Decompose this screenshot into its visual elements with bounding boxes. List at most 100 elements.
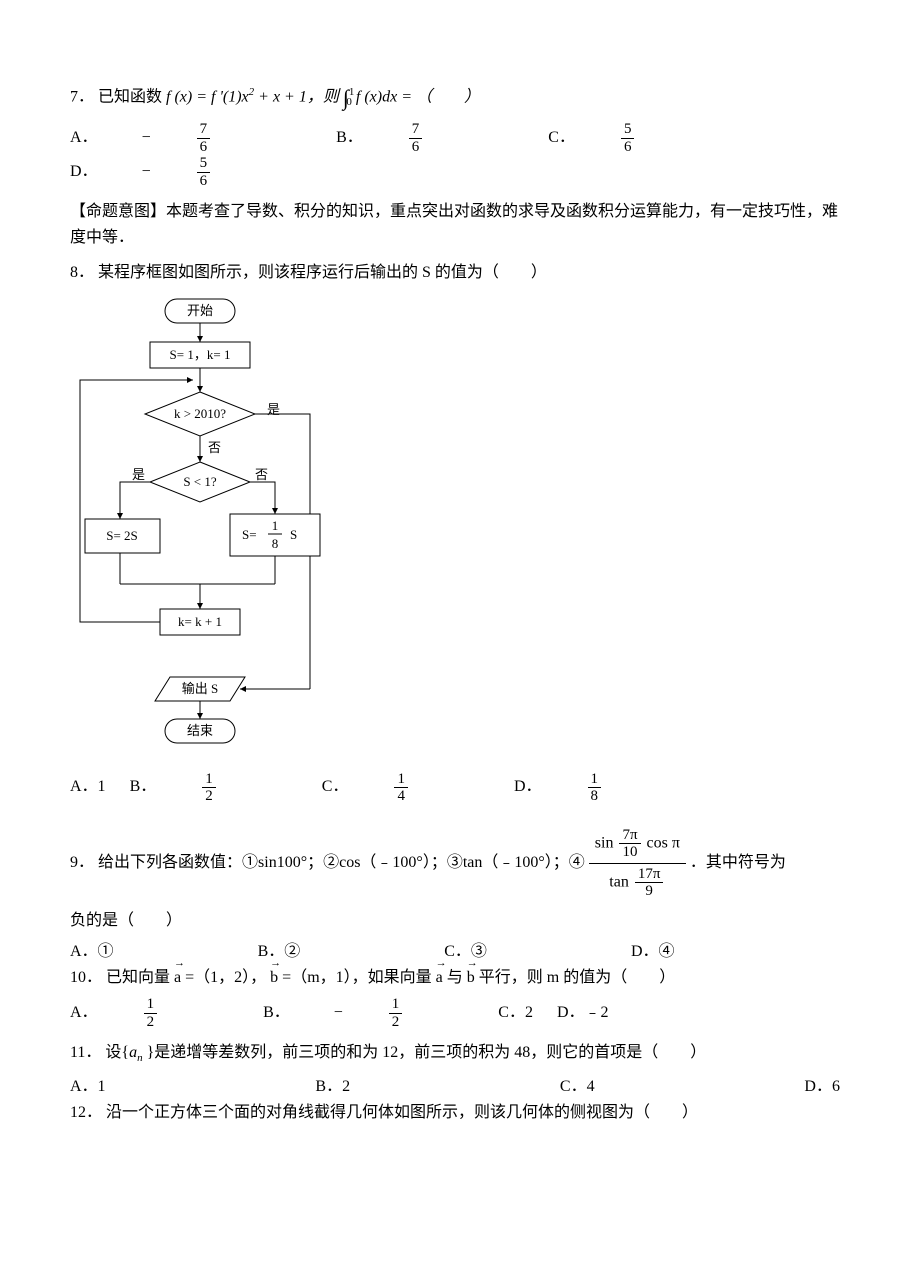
frac-den: 2 — [202, 788, 216, 805]
q7-a-lead: A． — [70, 125, 98, 151]
q7-int-lb: 0 — [346, 96, 352, 108]
q10-stem-e: 平行，则 m 的值为（ ） — [479, 969, 675, 986]
q8-b-frac: 12 — [200, 771, 258, 805]
q7-note: 【命题意图】本题考查了导数、积分的知识，重点突出对函数的求导及函数积分运算能力，… — [70, 199, 850, 250]
flowchart-svg: 开始 S= 1，k= 1 k > 2010? 是 否 S < 1? 是 否 S=… — [70, 294, 330, 754]
q7-number: 7． — [70, 88, 94, 105]
q9-comp-den: tan 17π9 — [589, 864, 686, 902]
vector-b2-icon: b — [467, 965, 475, 991]
q8-opt-d: D． 18 — [514, 771, 683, 805]
flow-cond2: S < 1? — [183, 474, 217, 489]
flow-right-tail: S — [290, 527, 297, 542]
q9-compound-frac: sin 7π10 cos π tan 17π9 — [589, 825, 686, 902]
flow-yes1: 是 — [267, 402, 280, 417]
frac-den: 6 — [197, 173, 211, 190]
q10-opt-c: C．2 — [498, 1000, 533, 1026]
q10-stem-a: 已知向量 — [106, 969, 170, 986]
flow-no1: 否 — [208, 440, 221, 455]
flow-yes2: 是 — [132, 467, 145, 482]
q7-fx: f (x) = f '(1)x — [166, 88, 249, 105]
question-8: 8． 某程序框图如图所示，则该程序运行后输出的 S 的值为（ ） — [70, 260, 850, 286]
q8-opt-a: A．1 — [70, 774, 106, 800]
q11-opt-b: B．2 — [315, 1074, 350, 1100]
q10-options: A． 12 B． − 12 C．2 D．﹣2 — [70, 996, 850, 1030]
frac-num: 1 — [394, 771, 408, 789]
q7-stem-b: + x + 1，则 — [258, 88, 339, 105]
q10-a-lead: A． — [70, 1000, 98, 1026]
question-11: 11． 设{an }是递增等差数列，前三项的和为 12，前三项的积为 48，则它… — [70, 1040, 850, 1068]
flow-right-num: 1 — [272, 518, 279, 533]
flow-right-den: 8 — [272, 536, 279, 551]
q12-stem: 沿一个正方体三个面的对角线截得几何体如图所示，则该几何体的侧视图为（ ） — [106, 1104, 698, 1121]
q11-stem-a: 设{ — [105, 1044, 129, 1061]
q10-stem-c: =（m，1），如果向量 — [282, 969, 431, 986]
q9-cn-a: sin — [595, 834, 614, 851]
q7-options: A． − 76 B． 76 C． 56 D． − 56 — [70, 121, 850, 189]
q8-number: 8． — [70, 264, 94, 281]
frac-den: 6 — [409, 139, 423, 156]
frac-num: 17π — [635, 866, 664, 884]
flow-end: 结束 — [187, 723, 213, 738]
q7-opt-a: A． − 76 — [70, 121, 292, 155]
q10-b-lead: B． — [263, 1000, 290, 1026]
q7-opt-d: D． − 56 — [70, 155, 292, 189]
q9-opt-d: D．④ — [631, 939, 675, 965]
q11-an-sub: n — [137, 1053, 143, 1065]
flow-cond1: k > 2010? — [174, 406, 226, 421]
frac-den: 2 — [144, 1014, 158, 1031]
q9-cd-frac: 17π9 — [633, 866, 666, 900]
flow-out: 输出 S — [182, 681, 218, 696]
q10-number: 10． — [70, 969, 102, 986]
question-7: 7． 已知函数 f (x) = f '(1)x2 + x + 1，则 ∫10 f… — [70, 80, 850, 115]
vector-a2-icon: a — [436, 965, 443, 991]
q8-options: A．1 B． 12 C． 14 D． 18 — [70, 771, 850, 805]
q7-b-lead: B． — [336, 125, 363, 151]
q7-opt-b: B． 76 — [336, 121, 504, 155]
q9-cd-a: tan — [609, 873, 629, 890]
q9-stem-c: 负的是（ ） — [70, 908, 850, 934]
q9-options: A．① B．② C．③ D．④ — [70, 939, 850, 965]
q7-d-frac: 56 — [195, 155, 253, 189]
flow-init: S= 1，k= 1 — [170, 347, 231, 362]
question-10: 10． 已知向量 a =（1，2）， b =（m，1），如果向量 a 与 b 平… — [70, 965, 850, 991]
frac-den: 6 — [197, 139, 211, 156]
q10-stem-b: =（1，2）， — [185, 969, 266, 986]
q9-cn-b: cos π — [647, 834, 680, 851]
frac-den: 2 — [389, 1014, 403, 1031]
q7-int-body: f (x)dx = （ ） — [356, 88, 480, 105]
q11-options: A．1 B．2 C．4 D．6 — [70, 1074, 850, 1100]
flow-left: S= 2S — [106, 528, 138, 543]
q7-opt-c: C． 56 — [548, 121, 716, 155]
q11-opt-d: D．6 — [804, 1074, 840, 1100]
q8-c-lead: C． — [322, 774, 349, 800]
frac-num: 7π — [619, 827, 640, 845]
q11-number: 11． — [70, 1044, 101, 1061]
q10-opt-b: B． − 12 — [263, 996, 484, 1030]
q7-stem-a: 已知函数 — [98, 88, 166, 105]
q8-flowchart: 开始 S= 1，k= 1 k > 2010? 是 否 S < 1? 是 否 S=… — [70, 294, 850, 763]
q10-b-sign: − — [334, 1000, 343, 1026]
q12-number: 12． — [70, 1104, 102, 1121]
vector-b-icon: b — [270, 965, 278, 991]
flow-inc: k= k + 1 — [178, 614, 222, 629]
frac-num: 1 — [588, 771, 602, 789]
frac-num: 5 — [197, 155, 211, 173]
q8-opt-b: B． 12 — [130, 771, 298, 805]
q8-d-lead: D． — [514, 774, 542, 800]
q10-stem-d: 与 — [447, 969, 463, 986]
q7-d-lead: D． — [70, 159, 98, 185]
question-9: 9． 给出下列各函数值：①sin100°；②cos（﹣100°）；③tan（﹣1… — [70, 825, 850, 902]
frac-den: 6 — [621, 139, 635, 156]
q7-a-frac: 76 — [195, 121, 253, 155]
q7-c-lead: C． — [548, 125, 575, 151]
q8-b-lead: B． — [130, 774, 157, 800]
frac-num: 1 — [389, 996, 403, 1014]
q9-opt-c: C．③ — [444, 939, 487, 965]
q9-comp-num: sin 7π10 cos π — [589, 825, 686, 864]
frac-num: 1 — [202, 771, 216, 789]
q10-opt-d: D．﹣2 — [557, 1000, 609, 1026]
flow-right-lead: S= — [242, 527, 257, 542]
flow-start: 开始 — [187, 303, 213, 318]
q11-opt-c: C．4 — [560, 1074, 595, 1100]
frac-num: 5 — [621, 121, 635, 139]
